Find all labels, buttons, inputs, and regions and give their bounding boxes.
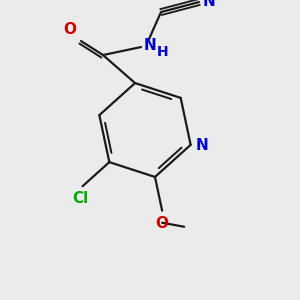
Text: N: N <box>144 38 157 52</box>
Text: N: N <box>196 138 208 153</box>
Text: O: O <box>156 216 169 231</box>
Text: N: N <box>203 0 216 8</box>
Text: Cl: Cl <box>73 191 89 206</box>
Text: H: H <box>157 45 169 59</box>
Text: O: O <box>63 22 76 37</box>
